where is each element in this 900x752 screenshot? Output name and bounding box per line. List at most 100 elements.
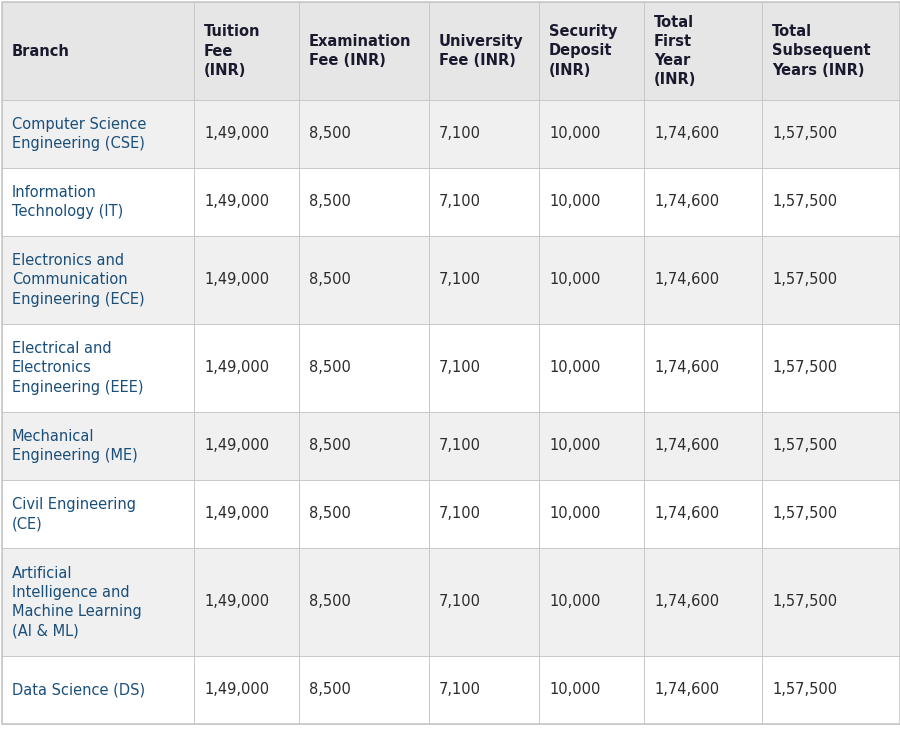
Bar bbox=[762, 2, 900, 100]
Bar bbox=[2, 168, 194, 236]
Text: 8,500: 8,500 bbox=[309, 360, 351, 375]
Bar bbox=[2, 2, 900, 100]
Bar bbox=[194, 656, 299, 724]
Text: Examination
Fee (INR): Examination Fee (INR) bbox=[309, 34, 411, 68]
Text: Mechanical
Engineering (ME): Mechanical Engineering (ME) bbox=[12, 429, 138, 463]
Text: 1,49,000: 1,49,000 bbox=[204, 272, 269, 287]
Bar bbox=[299, 412, 429, 480]
Bar bbox=[2, 324, 900, 412]
Text: 1,49,000: 1,49,000 bbox=[204, 438, 269, 453]
Text: Tuition
Fee
(INR): Tuition Fee (INR) bbox=[204, 24, 260, 77]
Text: Information
Technology (IT): Information Technology (IT) bbox=[12, 185, 123, 219]
Bar bbox=[644, 548, 762, 656]
Text: 7,100: 7,100 bbox=[439, 438, 481, 453]
Text: University
Fee (INR): University Fee (INR) bbox=[439, 34, 524, 68]
Text: 1,57,500: 1,57,500 bbox=[772, 195, 837, 210]
Text: Data Science (DS): Data Science (DS) bbox=[12, 683, 145, 698]
Bar bbox=[429, 236, 539, 324]
Text: 8,500: 8,500 bbox=[309, 438, 351, 453]
Text: Security
Deposit
(INR): Security Deposit (INR) bbox=[549, 24, 617, 77]
Bar bbox=[539, 100, 644, 168]
Text: 1,57,500: 1,57,500 bbox=[772, 507, 837, 521]
Text: 1,74,600: 1,74,600 bbox=[654, 272, 719, 287]
Bar bbox=[762, 548, 900, 656]
Bar bbox=[2, 236, 900, 324]
Bar bbox=[762, 480, 900, 548]
Bar bbox=[644, 324, 762, 412]
Bar bbox=[644, 168, 762, 236]
Bar bbox=[2, 480, 900, 548]
Bar bbox=[762, 100, 900, 168]
Text: 1,49,000: 1,49,000 bbox=[204, 195, 269, 210]
Bar bbox=[194, 100, 299, 168]
Text: 8,500: 8,500 bbox=[309, 272, 351, 287]
Text: Computer Science
Engineering (CSE): Computer Science Engineering (CSE) bbox=[12, 117, 147, 151]
Bar bbox=[762, 236, 900, 324]
Text: 7,100: 7,100 bbox=[439, 272, 481, 287]
Text: 1,74,600: 1,74,600 bbox=[654, 438, 719, 453]
Bar bbox=[644, 100, 762, 168]
Bar bbox=[299, 324, 429, 412]
Bar bbox=[539, 548, 644, 656]
Bar bbox=[299, 480, 429, 548]
Text: 1,49,000: 1,49,000 bbox=[204, 595, 269, 610]
Bar bbox=[762, 168, 900, 236]
Bar bbox=[762, 324, 900, 412]
Text: Artificial
Intelligence and
Machine Learning
(AI & ML): Artificial Intelligence and Machine Lear… bbox=[12, 566, 142, 638]
Bar bbox=[2, 412, 900, 480]
Bar bbox=[429, 324, 539, 412]
Text: 8,500: 8,500 bbox=[309, 595, 351, 610]
Bar bbox=[539, 656, 644, 724]
Text: 1,74,600: 1,74,600 bbox=[654, 126, 719, 141]
Text: 1,49,000: 1,49,000 bbox=[204, 683, 269, 698]
Text: 1,49,000: 1,49,000 bbox=[204, 507, 269, 521]
Bar bbox=[194, 548, 299, 656]
Text: 1,74,600: 1,74,600 bbox=[654, 360, 719, 375]
Text: 10,000: 10,000 bbox=[549, 360, 600, 375]
Bar bbox=[644, 236, 762, 324]
Text: 8,500: 8,500 bbox=[309, 507, 351, 521]
Text: 1,57,500: 1,57,500 bbox=[772, 126, 837, 141]
Bar bbox=[194, 480, 299, 548]
Text: 8,500: 8,500 bbox=[309, 126, 351, 141]
Text: 1,57,500: 1,57,500 bbox=[772, 438, 837, 453]
Bar bbox=[299, 100, 429, 168]
Bar bbox=[539, 480, 644, 548]
Text: 1,74,600: 1,74,600 bbox=[654, 683, 719, 698]
Bar bbox=[644, 480, 762, 548]
Bar bbox=[299, 168, 429, 236]
Bar bbox=[539, 236, 644, 324]
Bar bbox=[539, 324, 644, 412]
Bar bbox=[194, 412, 299, 480]
Text: 10,000: 10,000 bbox=[549, 195, 600, 210]
Bar bbox=[2, 656, 900, 724]
Bar bbox=[539, 168, 644, 236]
Bar bbox=[2, 100, 194, 168]
Bar bbox=[644, 412, 762, 480]
Text: 1,57,500: 1,57,500 bbox=[772, 360, 837, 375]
Bar bbox=[429, 2, 539, 100]
Bar bbox=[429, 656, 539, 724]
Text: 1,57,500: 1,57,500 bbox=[772, 272, 837, 287]
Bar bbox=[194, 324, 299, 412]
Text: 7,100: 7,100 bbox=[439, 195, 481, 210]
Bar bbox=[2, 236, 194, 324]
Text: 1,57,500: 1,57,500 bbox=[772, 683, 837, 698]
Text: Branch: Branch bbox=[12, 44, 70, 59]
Bar bbox=[429, 168, 539, 236]
Text: 7,100: 7,100 bbox=[439, 360, 481, 375]
Bar bbox=[2, 412, 194, 480]
Bar bbox=[762, 412, 900, 480]
Text: 7,100: 7,100 bbox=[439, 595, 481, 610]
Bar bbox=[2, 168, 900, 236]
Bar bbox=[429, 412, 539, 480]
Text: 10,000: 10,000 bbox=[549, 272, 600, 287]
Text: 10,000: 10,000 bbox=[549, 126, 600, 141]
Text: 7,100: 7,100 bbox=[439, 683, 481, 698]
Bar bbox=[194, 168, 299, 236]
Bar bbox=[644, 656, 762, 724]
Bar bbox=[299, 2, 429, 100]
Text: 8,500: 8,500 bbox=[309, 195, 351, 210]
Text: 1,57,500: 1,57,500 bbox=[772, 595, 837, 610]
Bar bbox=[2, 548, 194, 656]
